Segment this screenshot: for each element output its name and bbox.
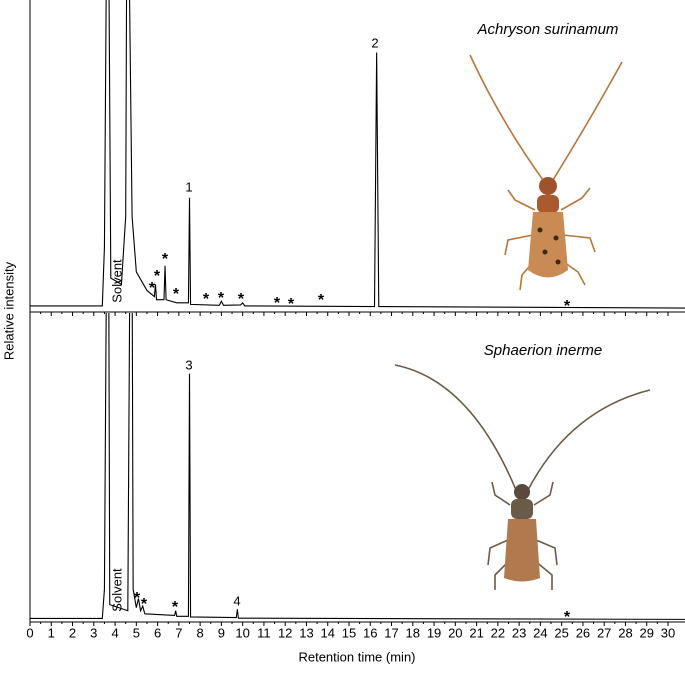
asterisk: * xyxy=(218,290,225,307)
y-axis-label: Relative intensity xyxy=(1,261,16,360)
x-tick-label: 24 xyxy=(533,625,547,640)
x-tick-label: 12 xyxy=(278,625,292,640)
x-tick-label: 3 xyxy=(90,625,97,640)
asterisk: * xyxy=(318,292,325,309)
x-tick-label: 23 xyxy=(512,625,526,640)
x-tick-label: 0 xyxy=(26,625,33,640)
asterisk: * xyxy=(141,596,148,613)
peak-label: 2 xyxy=(371,35,378,50)
x-tick-label: 30 xyxy=(661,625,675,640)
chromatogram-line xyxy=(30,313,685,620)
peak-label: 1 xyxy=(185,179,192,194)
x-tick-label: 29 xyxy=(639,625,653,640)
asterisk: * xyxy=(134,590,141,607)
x-tick-label: 17 xyxy=(384,625,398,640)
x-tick-label: 27 xyxy=(597,625,611,640)
x-tick-label: 6 xyxy=(154,625,161,640)
x-tick-label: 2 xyxy=(69,625,76,640)
peak-label: 3 xyxy=(185,357,192,372)
species-name: Sphaerion inerme xyxy=(484,342,602,359)
asterisk: * xyxy=(172,599,179,616)
beetle-image xyxy=(469,54,623,291)
x-tick-label: 5 xyxy=(133,625,140,640)
x-tick-label: 18 xyxy=(406,625,420,640)
x-tick-label: 21 xyxy=(469,625,483,640)
species-name: Achryson surinamum xyxy=(477,21,619,38)
chromatogram-line xyxy=(30,0,685,309)
x-tick-label: 4 xyxy=(111,625,118,640)
x-tick-label: 22 xyxy=(491,625,505,640)
x-tick-label: 20 xyxy=(448,625,462,640)
asterisk: * xyxy=(564,609,571,626)
solvent-label: Solvent xyxy=(109,568,124,612)
x-tick-label: 16 xyxy=(363,625,377,640)
solvent-label: Solvent xyxy=(109,259,124,303)
asterisk: * xyxy=(162,251,169,268)
x-tick-label: 1 xyxy=(48,625,55,640)
asterisk: * xyxy=(149,280,156,297)
x-tick-label: 15 xyxy=(342,625,356,640)
x-tick-label: 7 xyxy=(175,625,182,640)
x-tick-label: 11 xyxy=(257,625,271,640)
x-tick-label: 26 xyxy=(576,625,590,640)
asterisk: * xyxy=(173,286,180,303)
peak-label: 4 xyxy=(233,593,240,608)
x-tick-label: 25 xyxy=(554,625,568,640)
asterisk: * xyxy=(203,291,210,308)
beetle-image xyxy=(394,364,651,590)
asterisk: * xyxy=(154,268,161,285)
asterisk: * xyxy=(238,291,245,308)
x-tick-label: 14 xyxy=(320,625,334,640)
asterisk: * xyxy=(564,298,571,315)
x-tick-label: 8 xyxy=(197,625,204,640)
x-tick-label: 19 xyxy=(427,625,441,640)
asterisk: * xyxy=(274,295,281,312)
x-tick-label: 10 xyxy=(235,625,249,640)
asterisk: * xyxy=(288,296,295,313)
x-axis-label: Retention time (min) xyxy=(298,649,415,664)
x-tick-label: 13 xyxy=(299,625,313,640)
x-tick-label: 9 xyxy=(218,625,225,640)
x-tick-label: 28 xyxy=(618,625,632,640)
